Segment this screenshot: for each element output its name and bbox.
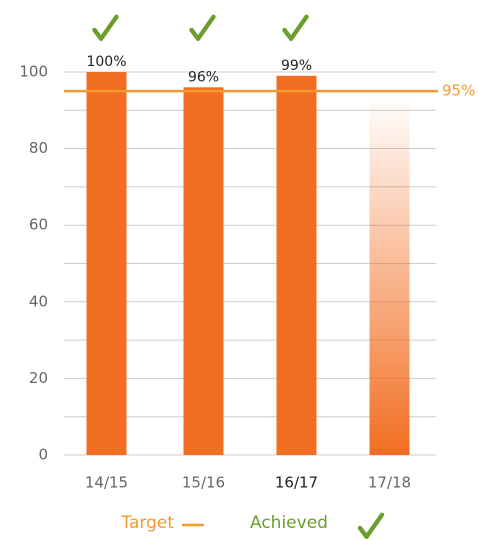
x-tick-label: 15/16 [182,474,225,492]
y-tick-label: 80 [29,139,48,157]
check-icon [357,512,385,539]
legend-target: Target [120,513,174,533]
target-label: 95% [442,82,475,100]
bar [183,87,224,455]
check-icon [189,14,216,41]
x-tick-label: 14/15 [85,474,128,492]
y-tick-label: 20 [29,369,48,387]
y-tick-label: 40 [29,292,48,310]
check-icon [282,14,309,41]
value-label: 99% [281,58,312,74]
x-tick-label: 16/17 [275,474,318,492]
legend-achieved: Achieved [250,513,328,533]
bar [369,94,410,455]
value-label: 100% [86,54,126,70]
y-tick-label: 0 [38,446,48,464]
bar [276,75,317,455]
y-tick-label: 100 [19,63,48,81]
bar [86,72,127,455]
y-tick-label: 60 [29,216,48,234]
value-label: 96% [188,69,219,85]
check-icon [92,14,119,41]
x-tick-label: 17/18 [368,474,411,492]
